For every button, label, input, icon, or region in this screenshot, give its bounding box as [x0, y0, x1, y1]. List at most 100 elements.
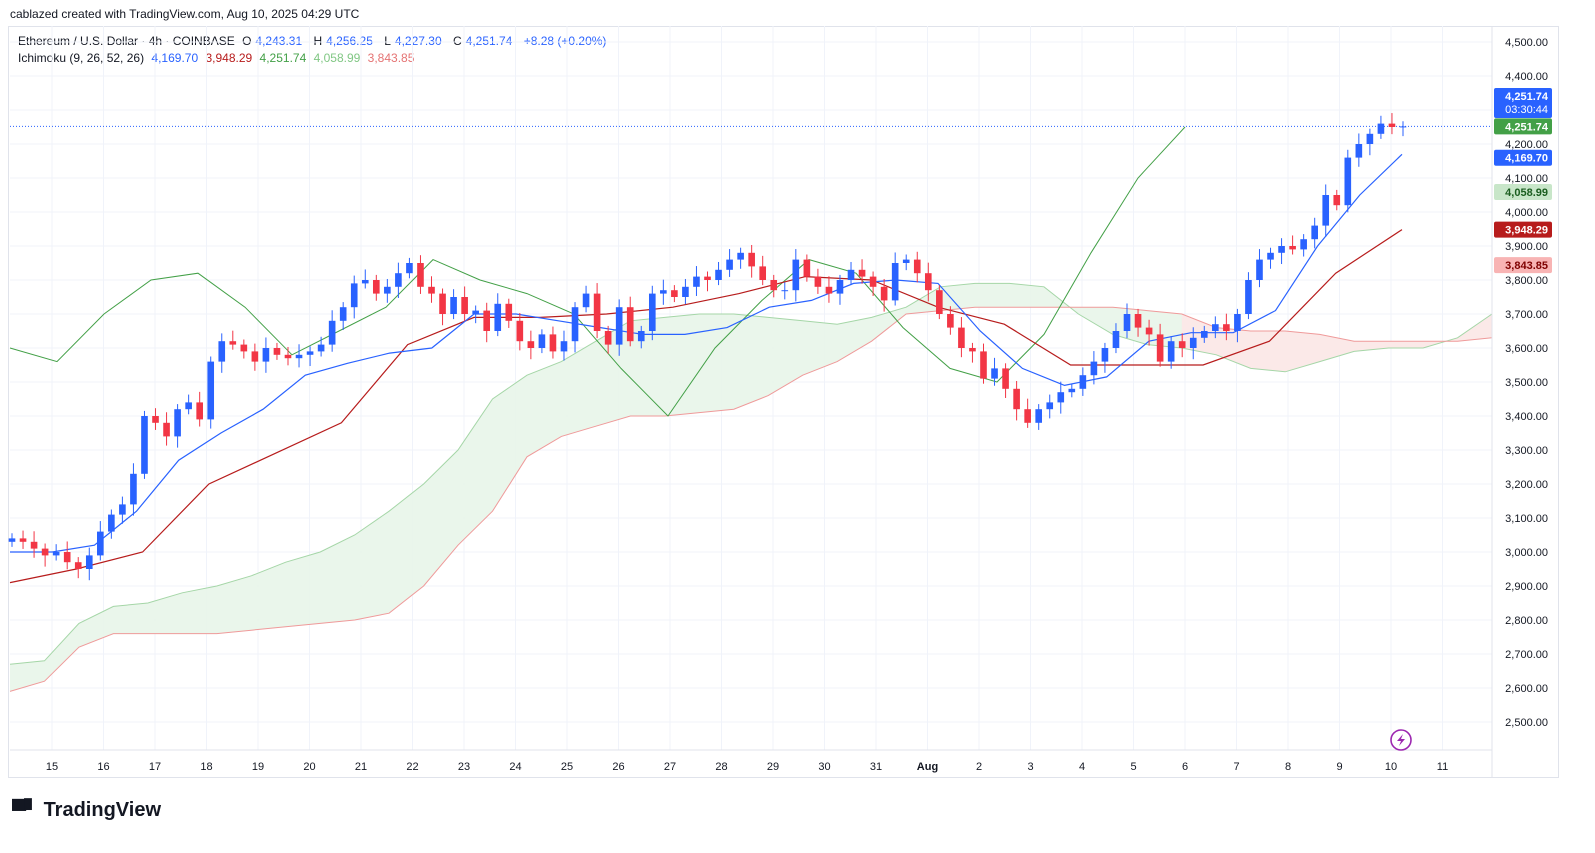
lagging-badge: 4,251.74 [1505, 121, 1549, 133]
candle-body [527, 341, 535, 348]
candle-body [781, 290, 789, 292]
candle-body [306, 351, 314, 355]
candle-body [328, 320, 336, 345]
candle-body [1333, 195, 1341, 206]
candle-body [350, 283, 358, 308]
span-b-badge-bg [1494, 257, 1552, 274]
price-tick-label: 3,600.00 [1505, 343, 1548, 355]
candle-body [494, 303, 502, 331]
candle-body [384, 286, 391, 294]
candle-body [240, 344, 248, 352]
candle-body [505, 303, 513, 321]
candle-body [869, 276, 877, 287]
countdown-badge: 03:30:44 [1505, 104, 1548, 116]
span-a-badge-bg [1494, 183, 1552, 200]
candle-body [1234, 314, 1241, 331]
candle-body [472, 310, 479, 314]
ind-spanb-value: 3,843.85 [367, 51, 415, 65]
price-axis: 2,500.00 2,600.00 2,700.00 2,800.00 2,900.00… [1491, 26, 1548, 778]
candle-body [858, 269, 866, 277]
candle-body [317, 344, 325, 352]
chart-frame[interactable] [8, 26, 1559, 778]
price-tick-label: 3,900.00 [1505, 241, 1548, 253]
ind-base-value: 3,948.29 [205, 51, 253, 65]
price-badges: 4,251.7403:30:444,251.744,169.704,058.99… [1494, 88, 1552, 274]
time-tick-label: 27 [664, 761, 676, 773]
candle-body [560, 341, 568, 352]
time-tick-label: 8 [1285, 761, 1291, 773]
candle-body [626, 307, 634, 342]
lagging-span-line [9, 126, 1186, 417]
candle-body [924, 273, 932, 291]
ichimoku-lines [9, 125, 1493, 692]
candle-body [1189, 337, 1197, 348]
price-tick-label: 2,800.00 [1505, 615, 1548, 627]
candle-body [980, 351, 987, 379]
conversion-badge: 4,169.70 [1505, 153, 1548, 165]
candle-body [1399, 126, 1407, 128]
tradingview-logo[interactable]: ▀▘ TradingView [12, 798, 161, 823]
time-axis: 15 16 17 18 19 20 21 22 23 24 25 26 27 28 29 30 31 Aug 2 3 4… [10, 749, 1492, 773]
indicator-legend[interactable]: Ichimoku (9, 26, 52, 26) 4,169.70 3,948.… [18, 51, 418, 65]
indicator-title[interactable]: Ichimoku (9, 26, 52, 26) [18, 51, 145, 65]
candle-body [516, 320, 524, 342]
candle-body [693, 276, 700, 287]
candle-body [1344, 157, 1352, 206]
price-tick-label: 2,700.00 [1505, 649, 1548, 661]
candle-body [1145, 327, 1153, 335]
candle-body [549, 334, 557, 352]
symbol-title[interactable]: Ethereum / U.S. Dollar · 4h · COINBASE [18, 34, 235, 48]
chart-caption: cablazed created with TradingView.com, A… [10, 7, 360, 21]
price-badge: 4,251.74 [1505, 91, 1549, 103]
span-a-badge: 4,058.99 [1505, 187, 1548, 199]
grid-lines [10, 26, 1492, 750]
time-tick-label: 23 [458, 761, 470, 773]
candle-body [1311, 225, 1318, 240]
candle-body [637, 331, 645, 342]
candle-body [52, 552, 60, 556]
candle-body [891, 263, 899, 301]
candle-body [406, 263, 413, 274]
candle-body [141, 416, 148, 474]
candle-body [1068, 388, 1076, 393]
span-b-badge: 3,843.85 [1505, 260, 1548, 272]
candle-body [593, 293, 601, 331]
candle-body [715, 269, 722, 280]
price-tick-label: 3,100.00 [1505, 513, 1548, 525]
time-tick-label: 9 [1336, 761, 1342, 773]
candle-body [1057, 392, 1065, 403]
candle-body [97, 531, 104, 556]
price-tick-label: 3,200.00 [1505, 479, 1548, 491]
time-tick-label: 4 [1079, 761, 1085, 773]
price-tick-label: 3,700.00 [1505, 309, 1548, 321]
candle-body [1046, 402, 1054, 410]
candle-body [660, 290, 667, 294]
candle-body [1278, 246, 1285, 253]
price-tick-label: 3,000.00 [1505, 547, 1548, 559]
conversion-line [10, 153, 1403, 553]
candle-body [1002, 368, 1009, 389]
base-badge-bg [1494, 221, 1552, 238]
candle-body [671, 290, 678, 297]
candle-body [1112, 331, 1120, 348]
candle-body [63, 552, 71, 563]
candle-body [1134, 314, 1142, 328]
candle-body [969, 348, 976, 352]
price-tick-label: 4,000.00 [1505, 207, 1548, 219]
candle-body [1245, 280, 1252, 314]
candle-body [108, 514, 115, 532]
candle-body [947, 314, 954, 328]
ichimoku-cloud [10, 283, 1492, 692]
change-value: +8.28 (+0.20%) [523, 34, 607, 48]
candle-body [428, 286, 435, 294]
time-tick-label: Aug [917, 761, 938, 773]
price-tick-label: 3,500.00 [1505, 377, 1548, 389]
candle-body [417, 263, 424, 287]
tradingview-logo-icon: ▀▘ [12, 800, 40, 822]
candle-body [163, 422, 170, 437]
symbol-legend[interactable]: Ethereum / U.S. Dollar · 4h · COINBASE O… [18, 34, 610, 48]
close-value: C 4,251.74 [452, 34, 513, 48]
lightning-icon[interactable] [1390, 729, 1412, 751]
candle-body [748, 252, 755, 267]
